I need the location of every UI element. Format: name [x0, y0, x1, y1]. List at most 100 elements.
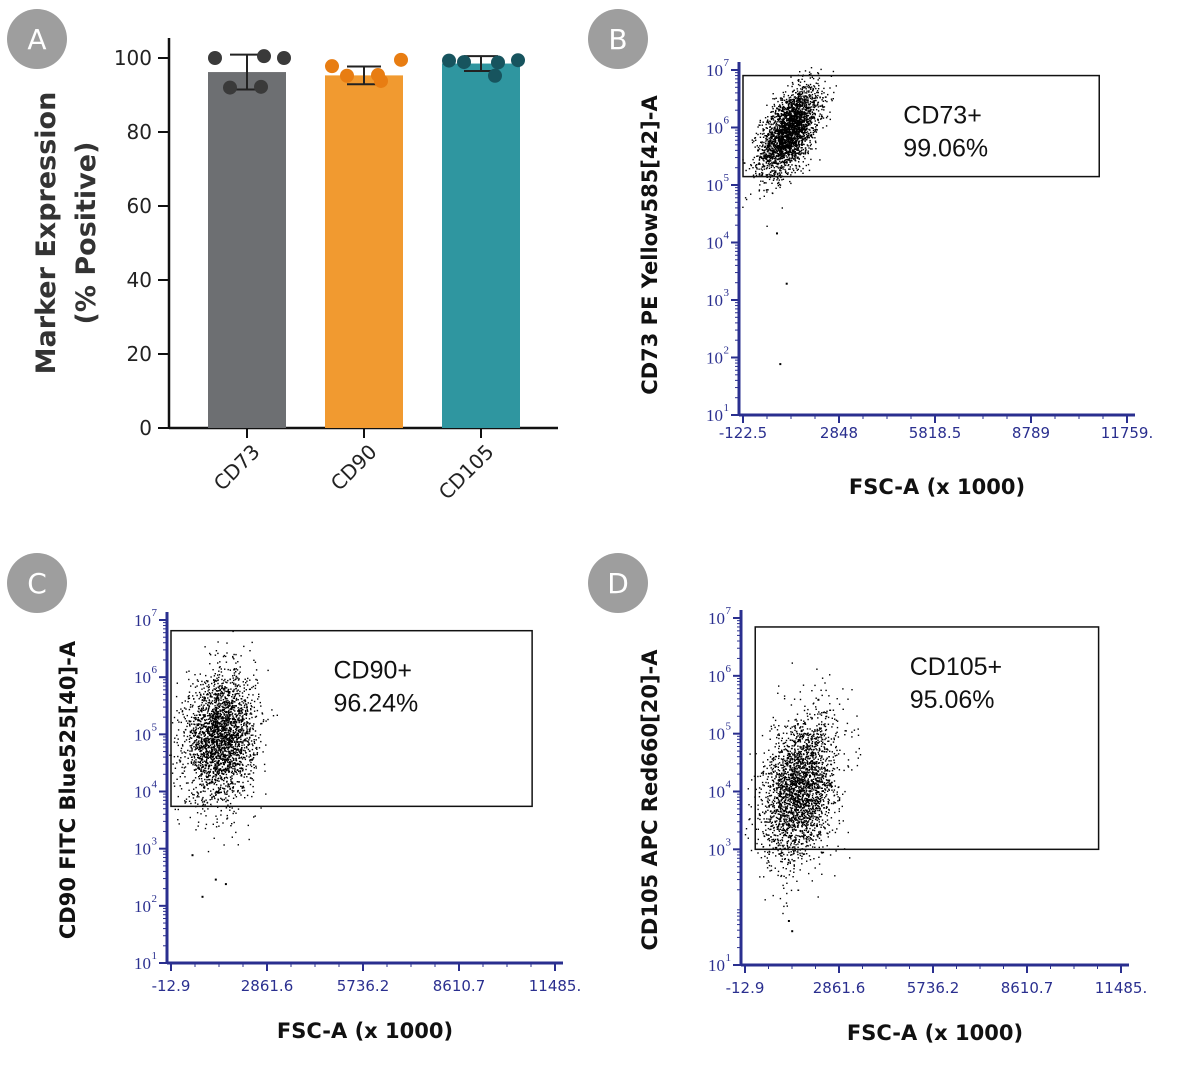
event-point [802, 123, 804, 126]
event-point [237, 735, 240, 737]
event-point [798, 123, 801, 125]
event-point [796, 127, 798, 130]
event-point [233, 683, 235, 685]
plot-b-y-tick-base: 10 [706, 349, 723, 368]
event-point [775, 140, 777, 142]
category-label-cd105: CD105 [434, 440, 499, 505]
event-point [224, 771, 227, 774]
event-point [173, 741, 176, 743]
event-point [801, 78, 803, 80]
event-point [792, 111, 794, 113]
event-point [217, 751, 219, 753]
event-point [220, 769, 222, 771]
event-point [201, 680, 203, 683]
replicate-point-cd73 [223, 80, 237, 95]
event-point [231, 746, 233, 749]
event-point [239, 702, 241, 704]
event-point [758, 124, 760, 126]
event-point [786, 128, 789, 130]
event-point [171, 722, 174, 724]
event-point [804, 131, 806, 133]
event-point [806, 86, 808, 88]
event-point [216, 693, 218, 695]
event-point [797, 97, 800, 99]
event-point [768, 130, 771, 133]
event-point [218, 676, 220, 679]
event-point [238, 678, 240, 680]
event-point [215, 793, 217, 796]
event-point [800, 88, 802, 90]
event-point [242, 681, 244, 683]
event-point [231, 700, 233, 703]
event-point [789, 134, 791, 136]
event-point [231, 681, 234, 684]
event-point [797, 133, 799, 136]
event-point [774, 112, 777, 114]
event-point [765, 182, 767, 184]
event-point [777, 121, 779, 123]
event-point [246, 722, 248, 724]
event-point [224, 769, 226, 771]
event-point [791, 101, 794, 103]
event-point [208, 772, 210, 774]
event-point [224, 686, 226, 688]
event-point [799, 100, 801, 103]
event-point [794, 96, 796, 98]
event-point [788, 143, 790, 145]
event-point [222, 799, 224, 801]
event-point [770, 171, 772, 173]
bar-cd73 [208, 72, 286, 428]
event-point [188, 789, 190, 791]
event-point [791, 164, 793, 166]
event-point [782, 178, 785, 180]
event-point [221, 778, 223, 781]
plot-c-x-tick-label: 8610.7 [433, 977, 486, 995]
event-point [782, 151, 784, 153]
event-point [797, 148, 799, 150]
event-point [793, 89, 795, 91]
event-point [796, 152, 799, 155]
event-point [788, 164, 790, 166]
event-point [806, 112, 808, 114]
event-point [819, 97, 821, 99]
event-point [210, 755, 213, 758]
event-point [835, 85, 837, 87]
event-point [793, 128, 796, 131]
event-point [227, 722, 229, 724]
event-point [253, 659, 255, 661]
event-point [207, 704, 209, 707]
event-point [228, 770, 231, 773]
event-point [807, 152, 809, 154]
event-point [231, 699, 233, 702]
event-point [224, 762, 227, 764]
event-point [791, 139, 793, 142]
event-point [209, 714, 211, 716]
event-point [215, 707, 218, 709]
event-point [825, 125, 828, 127]
event-point [200, 753, 202, 755]
event-point [758, 173, 761, 175]
event-point [769, 150, 772, 152]
event-point [778, 110, 780, 112]
event-point [782, 110, 785, 112]
event-point [772, 161, 774, 163]
event-point [220, 735, 222, 738]
event-point [212, 746, 215, 748]
event-point [802, 139, 805, 141]
event-point [806, 105, 808, 107]
event-point [794, 159, 796, 162]
event-point [211, 793, 213, 795]
event-point [796, 122, 798, 124]
event-point [228, 753, 230, 755]
event-point [225, 707, 228, 709]
event-point [804, 147, 807, 149]
event-point [231, 760, 233, 763]
event-point [227, 784, 229, 786]
event-point [808, 104, 811, 106]
event-point [235, 662, 237, 664]
event-point [231, 807, 233, 809]
event-point [779, 166, 781, 169]
event-point [200, 813, 202, 815]
event-point [772, 170, 774, 172]
event-point [201, 750, 203, 752]
